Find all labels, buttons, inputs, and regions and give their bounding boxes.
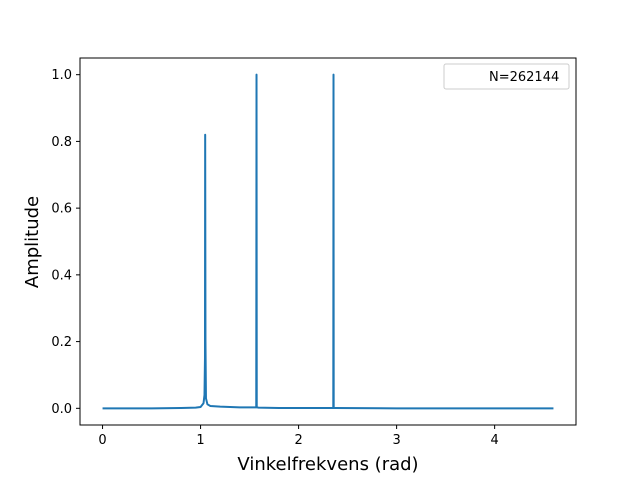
x-tick-label: 1 — [196, 433, 204, 448]
legend: N=262144 — [443, 63, 570, 90]
y-axis: 0.0 0.2 0.4 0.6 0.8 1.0 — [51, 68, 80, 417]
y-tick-label: 0.2 — [51, 335, 72, 350]
y-axis-title: Amplitude — [22, 196, 43, 288]
x-tick-label: 4 — [490, 433, 498, 448]
x-tick-label: 3 — [392, 433, 400, 448]
y-tick-label: 0.6 — [51, 202, 72, 217]
y-tick-label: 0.8 — [51, 135, 72, 150]
y-tick-label: 0.0 — [51, 402, 72, 417]
series-line-0 — [102, 73, 554, 410]
x-axis-title: Vinkelfrekvens (rad) — [237, 454, 418, 475]
plot-layer — [102, 73, 554, 410]
y-tick-label: 0.4 — [51, 268, 72, 283]
x-tick-label: 2 — [294, 433, 302, 448]
legend-entry-label: N=262144 — [489, 70, 559, 85]
legend-box — [443, 63, 570, 90]
axes-frame — [79, 57, 577, 426]
x-axis: 0 1 2 3 4 — [98, 425, 499, 448]
y-tick-label: 1.0 — [51, 68, 72, 83]
x-tick-label: 0 — [98, 433, 106, 448]
